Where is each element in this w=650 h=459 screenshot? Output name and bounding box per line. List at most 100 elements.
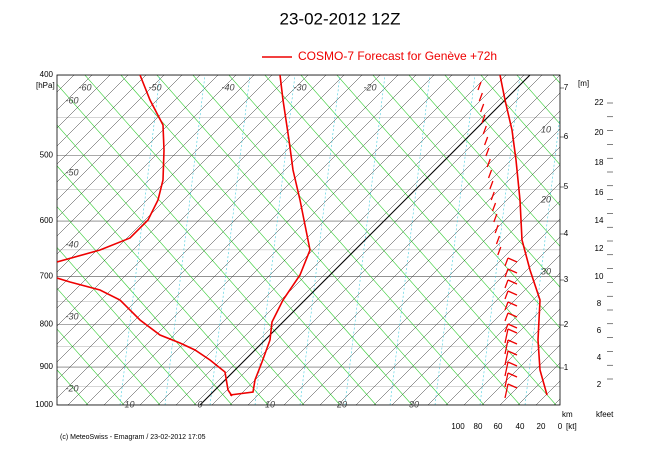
isotherm bbox=[57, 75, 381, 399]
wind-barb bbox=[504, 383, 509, 399]
isotherm bbox=[103, 75, 435, 405]
mixing-labels: 20 bbox=[540, 194, 551, 204]
isotherm bbox=[409, 254, 560, 405]
dry-adiabat bbox=[156, 75, 449, 405]
dry-adiabat bbox=[57, 328, 125, 405]
isotherm bbox=[463, 308, 560, 405]
isotherm bbox=[427, 272, 560, 405]
dry-adiabat bbox=[300, 75, 560, 370]
isotherm bbox=[57, 75, 237, 255]
isotherm bbox=[157, 75, 489, 405]
title: 23-02-2012 12Z bbox=[280, 9, 401, 28]
isotherm bbox=[57, 75, 147, 165]
wind-axis.labels: 80 bbox=[474, 422, 483, 431]
mixing-line bbox=[344, 75, 386, 405]
isotherm bbox=[57, 75, 291, 309]
kleet-axis.labels: 2 bbox=[597, 380, 602, 389]
theta-labels: -20 bbox=[65, 383, 78, 393]
wind-barb-flag bbox=[507, 312, 518, 318]
dry-adiabat bbox=[192, 75, 485, 405]
wind-barb-flag bbox=[507, 328, 518, 334]
isotherm bbox=[445, 290, 560, 405]
isotherm bbox=[337, 182, 560, 405]
wind-barb-flag bbox=[507, 350, 518, 356]
theta-labels: -40 bbox=[65, 239, 78, 249]
wind-axis.labels: 40 bbox=[516, 422, 525, 431]
dry-adiabat bbox=[336, 75, 560, 329]
wind-barb bbox=[504, 290, 509, 300]
isotherm bbox=[283, 128, 560, 405]
isotherm bbox=[57, 75, 309, 327]
wind-barb-flag bbox=[507, 268, 518, 274]
dry-adiabat bbox=[0, 65, 16, 405]
isotherm bbox=[499, 344, 560, 405]
isotherm bbox=[626, 65, 650, 405]
kleet-unit: kfeet bbox=[596, 410, 614, 419]
isotherm bbox=[57, 75, 75, 93]
wind-barb bbox=[504, 312, 509, 322]
grid bbox=[0, 65, 650, 405]
pressure-label: 1000 bbox=[35, 400, 53, 409]
dry-adiabat bbox=[480, 75, 560, 166]
isotherm bbox=[139, 75, 471, 405]
isotherm bbox=[229, 75, 560, 405]
isotherm bbox=[553, 398, 560, 405]
theta-labels: -50 bbox=[65, 167, 78, 177]
kleet-axis.labels: 20 bbox=[595, 128, 604, 137]
kleet-axis.labels: 16 bbox=[595, 188, 604, 197]
isotherm bbox=[572, 65, 650, 405]
temperature-labels-top: -40 bbox=[221, 82, 234, 92]
wind-barb bbox=[493, 213, 498, 223]
wind-barb bbox=[495, 235, 501, 245]
isotherm bbox=[0, 65, 48, 405]
kleet-axis.labels: 10 bbox=[595, 272, 604, 281]
isotherm bbox=[57, 75, 273, 291]
dry-adiabat bbox=[57, 165, 269, 405]
reference-isotherm bbox=[199, 75, 531, 405]
isotherm bbox=[0, 65, 66, 405]
temperature-labels-top: -20 bbox=[363, 82, 376, 92]
mixing-line bbox=[209, 75, 251, 405]
isotherm bbox=[85, 75, 417, 405]
height-axis.labels: 1 bbox=[564, 363, 569, 372]
isotherm bbox=[57, 75, 201, 219]
isotherm bbox=[57, 75, 183, 201]
kleet-axis.labels: 4 bbox=[597, 353, 602, 362]
dry-adiabat bbox=[57, 206, 233, 405]
mixing-line bbox=[479, 75, 521, 405]
dry-adiabat bbox=[120, 75, 413, 405]
wind-barbs bbox=[477, 81, 518, 399]
isotherm bbox=[0, 65, 12, 405]
temperature-labels-top: -30 bbox=[293, 82, 306, 92]
isotherm bbox=[247, 92, 560, 405]
wind-barb-flag bbox=[507, 257, 518, 263]
frame bbox=[56, 74, 561, 406]
isotherm bbox=[211, 75, 543, 405]
temperature-labels-bottom: 20 bbox=[336, 399, 347, 409]
isotherm bbox=[265, 110, 560, 405]
kleet-axis.labels: 22 bbox=[595, 98, 604, 107]
isotherm bbox=[517, 362, 560, 405]
dry-adiabat bbox=[84, 75, 377, 405]
dry-adiabat bbox=[616, 65, 650, 405]
height-axis.labels: 5 bbox=[564, 182, 569, 191]
wind-barb bbox=[504, 323, 509, 333]
wind-barb-flag bbox=[507, 372, 518, 378]
wind-axis.labels: 20 bbox=[537, 422, 546, 431]
mixing-line bbox=[434, 75, 476, 405]
height-axis.labels: 4 bbox=[564, 229, 569, 238]
mixing-line bbox=[299, 75, 341, 405]
pressure-label: 500 bbox=[40, 150, 54, 159]
wind-speed-curve bbox=[499, 75, 548, 396]
isotherm bbox=[373, 218, 560, 405]
wind-barb-flag bbox=[507, 290, 518, 296]
wind-unit: [kt] bbox=[566, 422, 577, 431]
wind-barb bbox=[504, 279, 509, 289]
wind-barb bbox=[497, 246, 502, 256]
height-axis.labels: 2 bbox=[564, 320, 569, 329]
kleet-axis.labels: 6 bbox=[597, 326, 602, 335]
wind-barb bbox=[494, 224, 499, 234]
isotherm bbox=[608, 65, 650, 405]
isotherm bbox=[57, 75, 255, 273]
